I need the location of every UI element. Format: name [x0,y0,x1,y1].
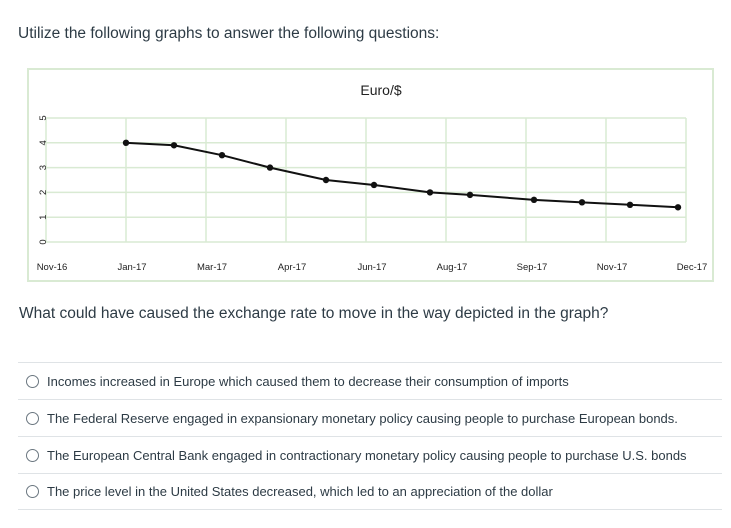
y-tick-label-1: 1 [38,215,49,220]
instructions-text: Utilize the following graphs to answer t… [18,25,440,42]
x-tick-label-Jun-17: Jun-17 [357,262,386,273]
x-tick-label-Mar-17: Mar-17 [197,262,227,273]
data-point-0-8 [530,196,538,204]
answer-option-3[interactable]: The European Central Bank engaged in con… [18,436,722,473]
question-text: What could have caused the exchange rate… [19,305,609,322]
answer-label-3: The European Central Bank engaged in con… [47,447,687,463]
data-point-0-0 [122,139,130,146]
chart-svg: Euro/$ 0 1 2 3 4 5 Nov-16 Jan-17 Mar-17 Apr-17 Jun-… [37,82,708,273]
x-tick-label-Jan-17: Jan-17 [117,262,146,273]
radio-button-1[interactable] [26,374,39,388]
x-tick-label-Aug-17: Aug-17 [437,262,468,273]
data-point-0-2 [218,152,226,159]
chart-title: Euro/$ [360,82,401,98]
answer-option-2[interactable]: The Federal Reserve engaged in expansion… [18,399,722,436]
data-point-0-11 [674,204,682,211]
x-tick-label-Nov-17: Nov-17 [597,262,628,273]
y-tick-label-4: 4 [38,140,49,145]
answer-label-2: The Federal Reserve engaged in expansion… [47,410,678,426]
x-tick-label-Dec-17: Dec-17 [677,262,708,273]
data-point-0-7 [466,191,474,199]
data-point-0-9 [578,199,586,206]
y-tick-label-3: 3 [38,165,49,170]
y-tick-label-0: 0 [38,239,49,244]
data-point-0-10 [626,201,634,208]
data-point-0-6 [426,189,434,196]
series-line-0 [125,141,679,209]
data-point-0-3 [266,164,274,171]
exchange-rate-chart: Euro/$ 0 1 2 3 4 5 Nov-16 Jan-17 Mar-17 Apr-17 Jun-… [27,68,714,282]
answer-label-1: Incomes increased in Europe which caused… [47,373,569,389]
data-point-0-4 [322,176,330,184]
radio-button-3[interactable] [26,448,39,462]
radio-button-4[interactable] [26,485,39,498]
answer-option-4[interactable]: The price level in the United States dec… [18,473,722,510]
y-tick-label-5: 5 [38,115,49,120]
answer-label-4: The price level in the United States dec… [47,484,553,499]
y-tick-label-2: 2 [38,190,49,195]
answer-option-1[interactable]: Incomes increased in Europe which caused… [18,362,722,399]
x-tick-label-Apr-17: Apr-17 [278,262,307,273]
radio-button-2[interactable] [26,411,39,425]
x-tick-label-Nov-16: Nov-16 [37,262,68,273]
x-tick-label-Sep-17: Sep-17 [517,262,548,273]
data-point-0-1 [170,142,178,149]
answer-list: Incomes increased in Europe which caused… [18,362,722,510]
data-point-0-5 [370,181,378,189]
